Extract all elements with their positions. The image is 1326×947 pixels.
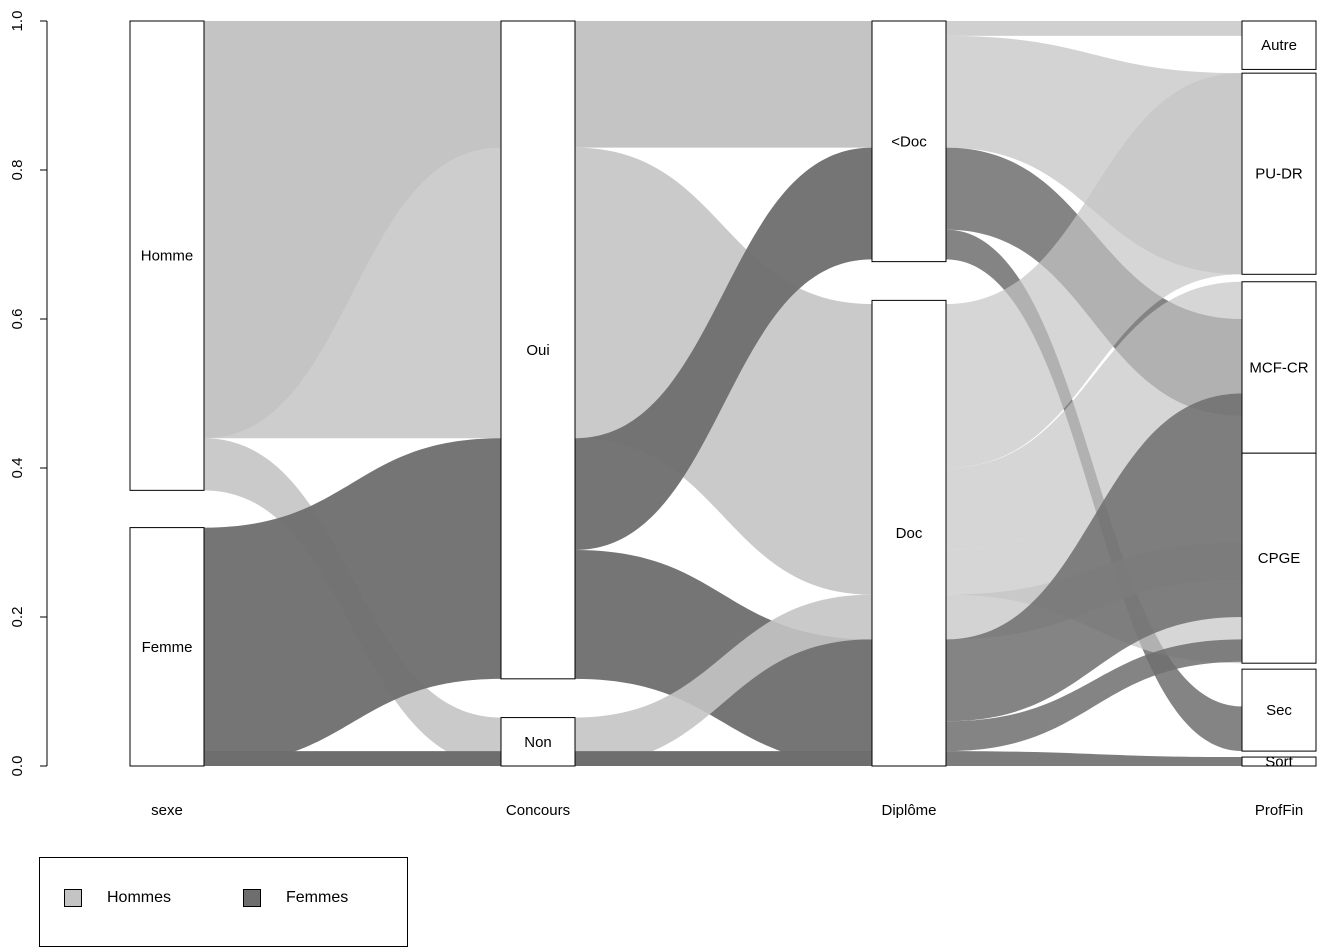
y-tick-label: 0.6 [9, 309, 26, 330]
category-box [1241, 20, 1317, 70]
axis-name-label: sexe [151, 802, 183, 819]
category-label: MCF-CR [1249, 359, 1308, 376]
legend-label-femmes: Femmes [286, 889, 349, 906]
axis-name-label: ProfFin [1255, 802, 1303, 819]
category-label: Sort [1265, 754, 1293, 771]
category-box [1241, 756, 1317, 767]
x-axis-labels: sexe Concours Diplôme ProfFin [151, 802, 1303, 819]
flow-band [204, 438, 501, 766]
category-label: Sec [1266, 702, 1292, 719]
y-tick-label: 0.0 [9, 756, 26, 777]
flow-band [575, 147, 872, 550]
category-box [1241, 452, 1317, 664]
flow-band [946, 751, 1242, 766]
category-box [871, 20, 947, 263]
flow-band [946, 639, 1242, 752]
legend-item-hommes: Hommes [64, 889, 171, 907]
y-tick-label: 0.4 [9, 458, 26, 479]
axis-name-label: Concours [506, 802, 570, 819]
axis-boxes: Femme Homme Non Oui Doc <Doc Sort Sec CPGE MCF-CR… [129, 20, 1317, 771]
category-box [500, 717, 576, 767]
legend-swatch-hommes [64, 889, 82, 907]
category-box [1241, 668, 1317, 752]
category-box [1241, 281, 1317, 454]
flow-band [575, 751, 872, 766]
flow-band [204, 751, 501, 766]
category-box [500, 20, 576, 680]
y-axis: 0.0 0.2 0.4 0.6 0.8 1.0 [9, 11, 48, 777]
flow-band [946, 73, 1242, 469]
y-tick-label: 1.0 [9, 11, 26, 32]
legend: Hommes Femmes [39, 857, 408, 947]
category-label: PU-DR [1255, 166, 1303, 183]
flow-band [946, 393, 1242, 722]
category-box [129, 527, 205, 767]
category-label: Homme [141, 248, 194, 265]
flow-band [946, 21, 1242, 36]
flow-layer [204, 21, 1242, 766]
axis-name-label: Diplôme [881, 802, 936, 819]
legend-label-hommes: Hommes [107, 889, 172, 906]
legend-swatch-femmes [243, 889, 261, 907]
category-label: <Doc [891, 133, 927, 150]
legend-item-femmes: Femmes [243, 889, 348, 907]
y-tick-label: 0.8 [9, 160, 26, 181]
category-box [871, 299, 947, 767]
category-label: Autre [1261, 37, 1297, 54]
category-label: Oui [526, 342, 549, 359]
flow-band [204, 21, 501, 439]
category-box [129, 20, 205, 491]
flow-band [575, 594, 872, 766]
category-box [1241, 72, 1317, 275]
category-label: Femme [142, 639, 193, 656]
category-label: CPGE [1258, 550, 1301, 567]
category-label: Non [524, 734, 552, 751]
category-label: Doc [896, 525, 923, 542]
flow-band [946, 281, 1242, 550]
y-tick-label: 0.2 [9, 607, 26, 628]
flow-band [575, 21, 872, 148]
